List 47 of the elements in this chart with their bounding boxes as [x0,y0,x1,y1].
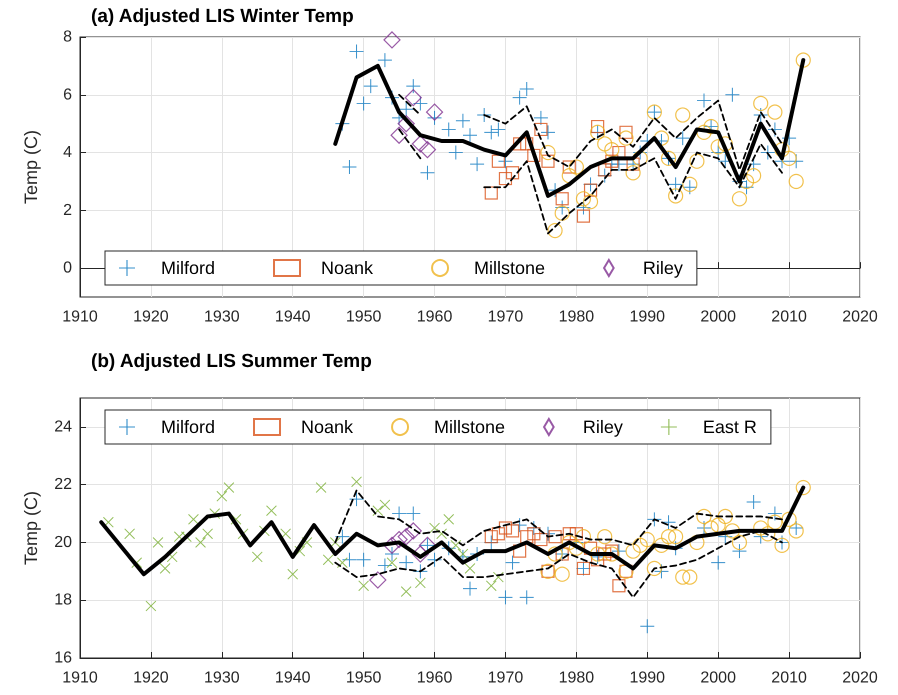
y-axis-title: Temp (C) [21,130,41,204]
x-tick-label: 1940 [274,308,311,326]
x-tick-label: 1950 [346,308,382,326]
y-tick-label: 22 [54,476,72,494]
y-tick-label: 6 [63,86,72,104]
y-tick-label: 18 [54,592,72,609]
x-tick-label: 1960 [416,308,452,326]
legend-label: Millstone [434,417,506,437]
legend-label: Noank [321,258,374,278]
x-tick-label: 2000 [700,670,736,686]
x-tick-label: 1940 [274,670,311,686]
x-tick-label: 2020 [842,308,878,326]
legend-label: Millstone [474,258,546,278]
y-tick-label: 24 [54,418,72,436]
x-tick-label: 1930 [204,308,240,326]
x-tick-label: 2010 [771,308,807,326]
x-tick-label: 1960 [416,670,452,686]
y-tick-label: 2 [63,202,72,219]
x-tick-label: 1910 [62,670,98,686]
x-tick-label: 1990 [629,308,666,326]
y-tick-label: 8 [63,28,72,46]
y-tick-label: 0 [63,260,72,277]
x-tick-label: 1980 [558,670,594,686]
x-tick-label: 1910 [62,308,98,326]
x-tick-label: 2000 [700,308,736,326]
x-tick-label: 1990 [629,670,666,686]
y-tick-label: 4 [63,144,72,162]
x-tick-label: 1970 [488,670,524,686]
x-tick-label: 2020 [842,670,878,686]
x-tick-label: 1970 [488,308,524,326]
legend-label: Milford [161,258,216,278]
x-tick-label: 1980 [558,308,594,326]
x-tick-label: 1920 [133,670,169,686]
legend-label: Riley [582,417,623,437]
x-tick-label: 2010 [771,670,807,686]
chart-title: (b) Adjusted LIS Summer Temp [91,351,372,372]
x-tick-label: 1950 [346,670,382,686]
legend-label: East R [702,417,757,437]
legend-label: Noank [301,417,354,437]
y-axis-title: Temp (C) [21,490,41,566]
legend-label: Riley [642,258,683,278]
legend-label: Milford [161,417,216,437]
chart-title: (a) Adjusted LIS Winter Temp [91,6,354,27]
y-tick-label: 16 [54,650,72,666]
x-tick-label: 1930 [204,670,240,686]
x-tick-label: 1920 [133,308,169,326]
y-tick-label: 20 [54,534,72,551]
